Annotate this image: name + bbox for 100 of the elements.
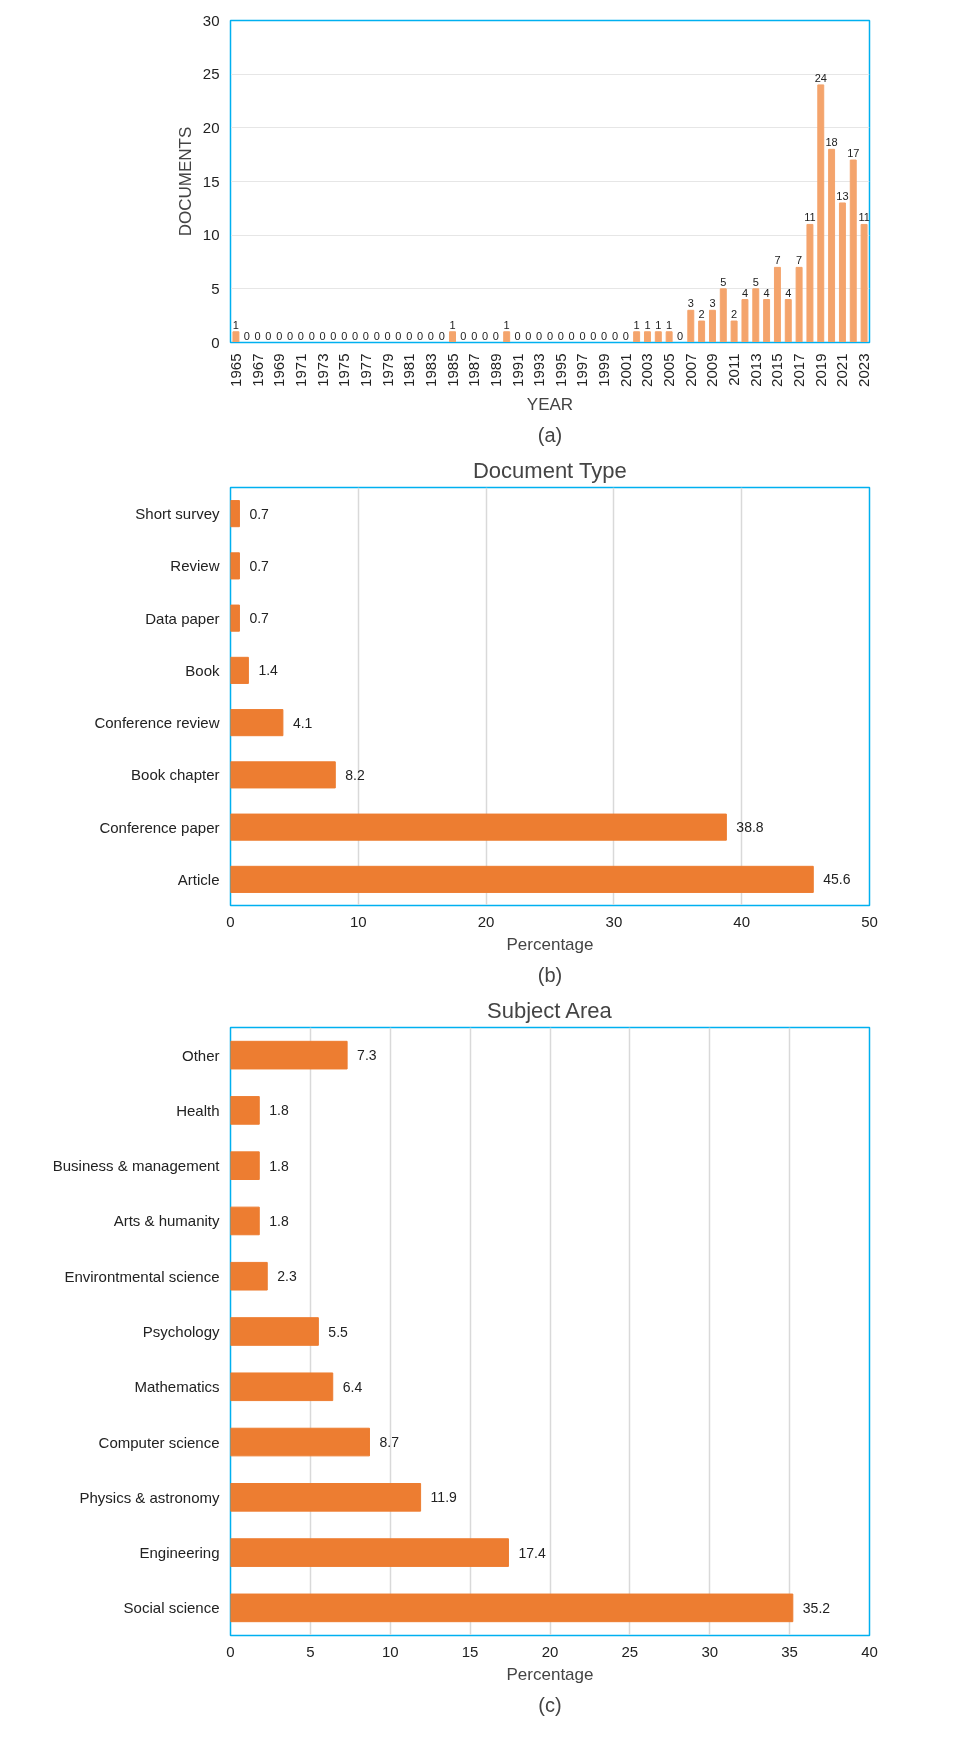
data-label: 0 xyxy=(568,329,575,342)
y-tick-label: Business & management xyxy=(52,1157,221,1175)
x-tick-label: 40 xyxy=(733,912,751,930)
bar xyxy=(828,148,836,343)
x-tick-label: 1979 xyxy=(378,353,396,387)
bar xyxy=(730,320,738,343)
data-label: 0 xyxy=(243,329,250,342)
data-label: 0 xyxy=(590,329,597,342)
data-label: 0 xyxy=(481,329,489,342)
bar xyxy=(230,1593,794,1623)
data-label: 0 xyxy=(384,329,391,342)
x-axis-title: YEAR xyxy=(526,394,574,414)
data-label: 7.3 xyxy=(357,1047,377,1064)
x-tick-label: 50 xyxy=(861,912,878,930)
x-tick-label: 2023 xyxy=(855,353,873,387)
x-tick-label: 1973 xyxy=(313,353,331,387)
data-label: 4 xyxy=(785,286,792,299)
chart-title: Document Type xyxy=(472,457,627,483)
y-tick-label: Review xyxy=(170,557,220,575)
data-label: 0 xyxy=(438,329,445,342)
x-tick-label: 0 xyxy=(226,912,235,930)
bar xyxy=(784,299,792,343)
y-tick-label: 5 xyxy=(211,279,220,297)
y-tick-label: 15 xyxy=(202,172,220,190)
y-tick-label: 0 xyxy=(211,333,220,351)
bar xyxy=(763,299,771,343)
x-tick-label: 1975 xyxy=(335,353,353,387)
bar xyxy=(230,865,814,893)
y-tick-label: 25 xyxy=(202,65,220,83)
data-label: 4 xyxy=(763,286,770,299)
x-tick-label: 1967 xyxy=(248,353,266,387)
x-tick-label: 2001 xyxy=(616,353,634,387)
data-label: 0 xyxy=(525,329,532,342)
data-label: 0 xyxy=(341,329,348,342)
x-tick-label: 2015 xyxy=(768,353,786,387)
data-label: 0 xyxy=(276,329,283,342)
x-tick-label: 2009 xyxy=(703,353,721,387)
x-tick-label: 1993 xyxy=(530,353,548,387)
chart-title: Subject Area xyxy=(487,997,613,1023)
bar xyxy=(230,1538,509,1567)
data-label: 0 xyxy=(676,329,684,342)
y-tick-label: Conference review xyxy=(94,714,220,732)
y-tick-label: Health xyxy=(176,1101,220,1119)
data-label: 11.9 xyxy=(430,1489,458,1506)
data-label: 0 xyxy=(622,329,629,342)
bar xyxy=(449,331,456,343)
x-tick-label: 1977 xyxy=(356,353,374,387)
data-label: 3 xyxy=(709,297,716,310)
bar xyxy=(230,1427,370,1457)
y-tick-label: 10 xyxy=(202,226,220,244)
bar xyxy=(654,331,662,343)
data-label: 38.8 xyxy=(736,819,764,836)
data-label: 45.6 xyxy=(823,871,851,888)
x-tick-label: 25 xyxy=(621,1642,639,1660)
y-tick-label: Engineering xyxy=(139,1544,220,1562)
data-label: 8.7 xyxy=(379,1434,400,1451)
x-tick-label: 10 xyxy=(381,1642,399,1660)
data-label: 6.4 xyxy=(342,1378,363,1395)
text: (a) xyxy=(537,423,563,446)
x-tick-label: 2013 xyxy=(746,353,764,387)
data-label: 0 xyxy=(362,329,369,342)
x-tick-label: 30 xyxy=(605,912,623,930)
x-tick-label: 1987 xyxy=(465,353,483,387)
bar xyxy=(230,604,240,632)
x-tick-label: 2017 xyxy=(790,353,808,387)
data-label: 0 xyxy=(601,329,608,342)
data-label: 0 xyxy=(406,329,413,342)
data-label: 2 xyxy=(731,308,738,321)
data-label: 0 xyxy=(254,329,261,342)
x-tick-label: 1997 xyxy=(573,353,591,387)
data-label: 1.8 xyxy=(269,1212,289,1229)
data-label: 0 xyxy=(416,329,424,342)
x-tick-label: 1999 xyxy=(595,353,613,387)
data-label: 0 xyxy=(427,329,434,342)
x-tick-label: 2011 xyxy=(725,353,743,386)
bar xyxy=(230,1151,260,1180)
x-tick-label: 1991 xyxy=(508,353,526,387)
x-tick-label: 1981 xyxy=(400,353,418,387)
data-label: 0 xyxy=(460,329,467,342)
data-label: 1 xyxy=(633,318,640,331)
bar xyxy=(230,1261,268,1291)
bar xyxy=(230,1372,334,1402)
bar xyxy=(708,309,716,343)
y-tick-label: Physics & astronomy xyxy=(79,1488,220,1506)
y-tick-label: Social science xyxy=(123,1599,220,1617)
x-tick-label: 20 xyxy=(541,1642,559,1660)
bar xyxy=(838,202,846,343)
data-label: 0 xyxy=(265,329,272,342)
data-label: 1 xyxy=(503,318,510,331)
bar xyxy=(230,709,284,737)
data-label: 0 xyxy=(319,329,326,342)
bar xyxy=(687,309,695,343)
data-label: 24 xyxy=(814,71,827,84)
data-label: 0.7 xyxy=(249,557,270,574)
x-tick-label: 1983 xyxy=(421,353,439,387)
bar xyxy=(698,320,706,343)
x-axis-title: Percentage xyxy=(506,934,594,954)
bar xyxy=(230,1317,319,1346)
data-label: 35.2 xyxy=(802,1599,831,1616)
data-label: 0 xyxy=(351,329,359,342)
